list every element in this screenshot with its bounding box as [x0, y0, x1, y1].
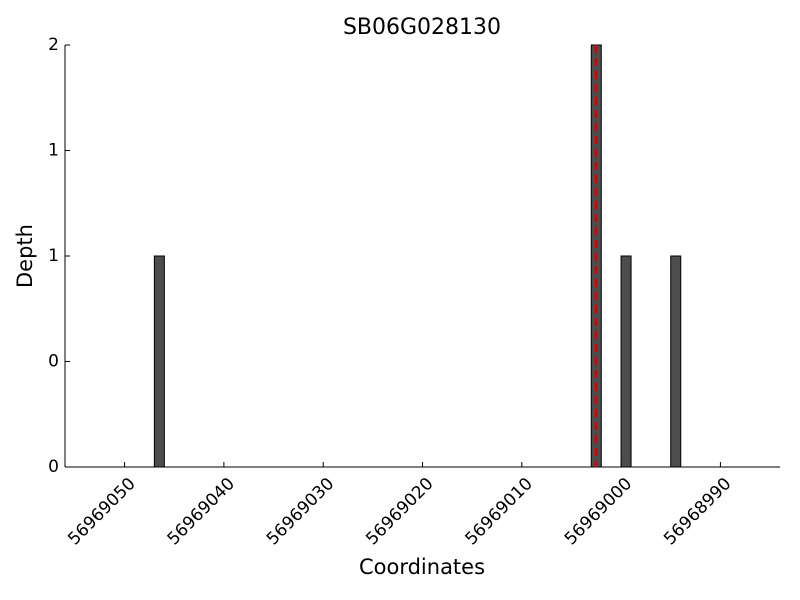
- x-tick-label: 56968990: [660, 474, 735, 549]
- x-tick-label: 56969000: [561, 474, 636, 549]
- y-tick-label: 0: [48, 352, 59, 372]
- bar: [153, 255, 165, 468]
- y-tick-label: 2: [48, 35, 59, 55]
- y-tick-label: 0: [48, 457, 59, 477]
- x-tick-label: 56969020: [362, 474, 437, 549]
- x-axis-label: Coordinates: [359, 555, 485, 579]
- y-tick-label: 1: [48, 246, 59, 266]
- y-tick-label: 1: [48, 141, 59, 161]
- chart-title: SB06G028130: [343, 15, 501, 40]
- x-tick-label: 56969040: [164, 474, 239, 549]
- x-tick-label: 56969030: [263, 474, 338, 549]
- bar: [620, 255, 632, 468]
- x-tick-label: 56969050: [64, 474, 139, 549]
- bar: [670, 255, 682, 468]
- y-axis-label: Depth: [13, 224, 37, 288]
- x-tick-label: 56969010: [462, 474, 537, 549]
